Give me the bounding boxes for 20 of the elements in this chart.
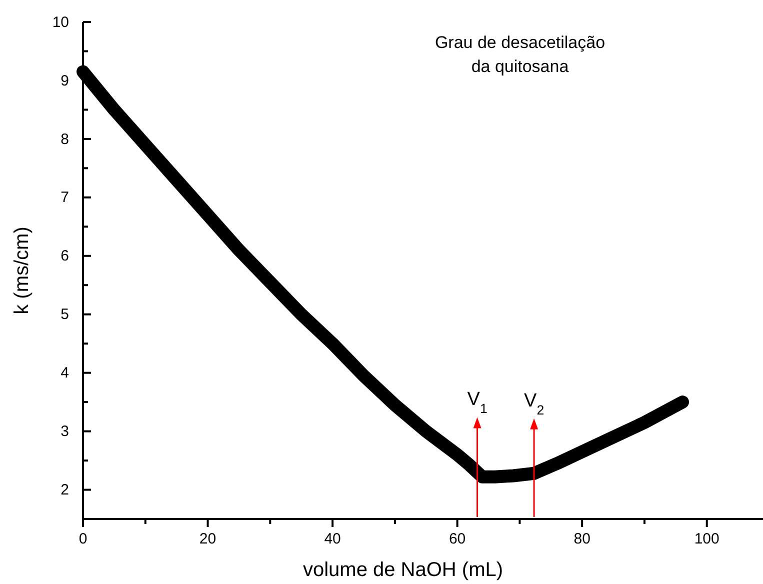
annotation: V$_{1}$ (467, 389, 488, 416)
x-tick-label: 0 (78, 530, 88, 548)
y-tick-label: 7 (60, 189, 69, 206)
y-tick-label: 8 (60, 130, 69, 148)
y-tick-label: 3 (60, 423, 69, 440)
x-tick-label: 100 (694, 530, 720, 548)
x-axis-title: volume de NaOH (mL) (302, 559, 504, 581)
x-tick-label: 20 (199, 530, 216, 548)
y-tick-label: 2 (60, 482, 69, 499)
x-tick-label: 60 (448, 530, 466, 548)
y-tick-label: 4 (60, 364, 69, 382)
annotation: V$_{2}$ (524, 390, 544, 417)
y-tick-label: 5 (60, 306, 69, 324)
x-tick-label: 80 (574, 530, 590, 548)
y-axis-title: k (ms/cm) (11, 226, 33, 314)
y-tick-label: 10 (52, 14, 69, 31)
x-tick-label: 40 (324, 530, 341, 548)
y-tick-label: 6 (60, 248, 69, 265)
y-tick-label: 9 (60, 72, 69, 90)
text: Grau de desacetilação da quitosana (434, 33, 606, 76)
